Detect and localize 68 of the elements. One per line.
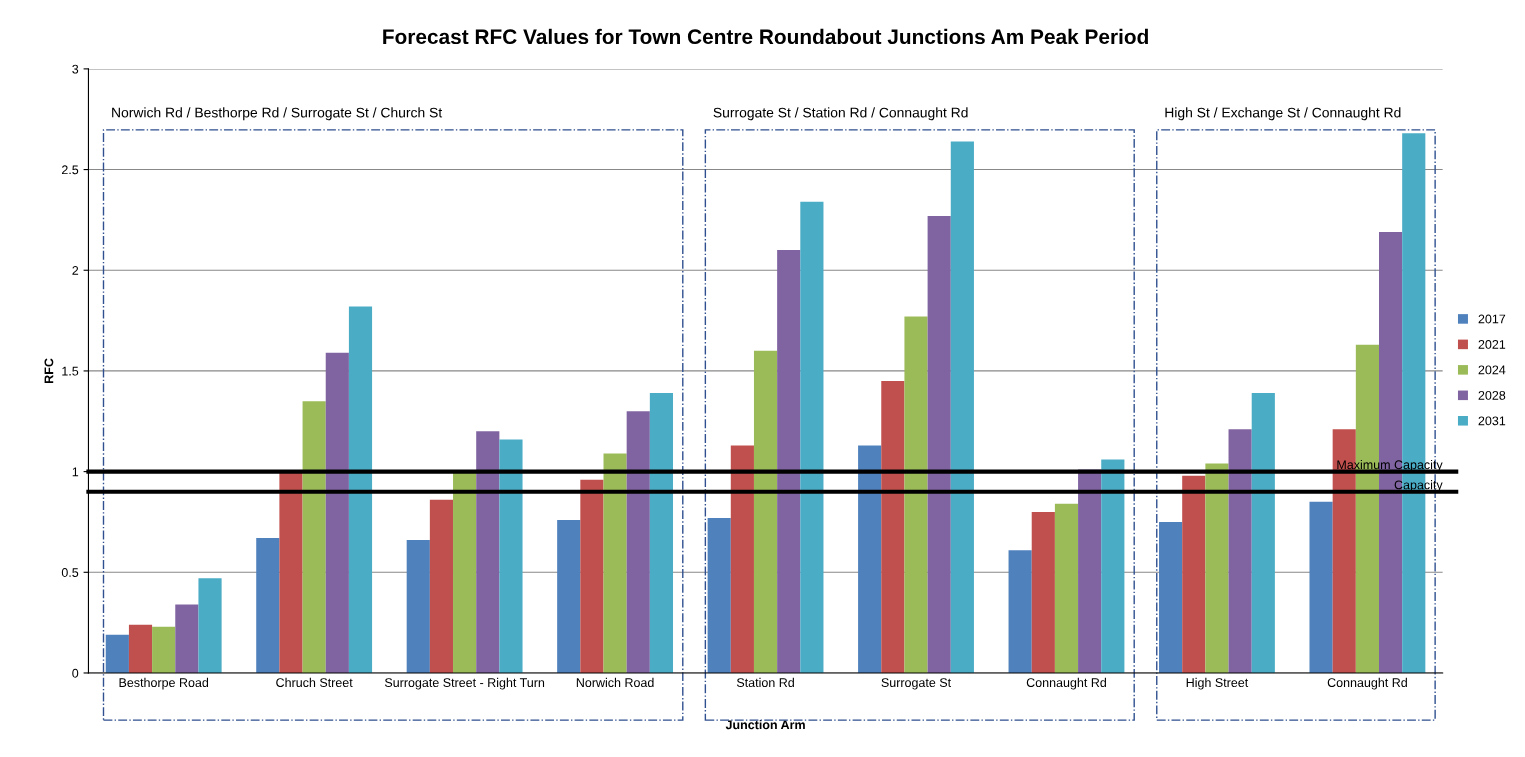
chart-title: Forecast RFC Values for Town Centre Roundabout Junctions Am Peak Period bbox=[383, 28, 1148, 45]
bar bbox=[904, 316, 928, 673]
x-tick-label: Besthorpe Road bbox=[119, 677, 209, 690]
bar bbox=[348, 306, 373, 673]
bar bbox=[499, 439, 523, 673]
bar bbox=[1101, 459, 1125, 673]
bar bbox=[1205, 463, 1229, 673]
bar bbox=[198, 578, 222, 673]
bar bbox=[1031, 511, 1055, 673]
bar bbox=[1182, 475, 1206, 673]
bar bbox=[105, 634, 129, 673]
x-tick-label: High Street bbox=[1186, 677, 1249, 690]
annotation: High St / Exchange St / Connaught Rd bbox=[1165, 107, 1401, 121]
bar bbox=[1228, 429, 1252, 673]
x-tick-label: Station Rd bbox=[736, 677, 794, 688]
x-tick-label: Surrogate St bbox=[881, 678, 952, 690]
legend-label: 2017 bbox=[1478, 314, 1506, 324]
bar bbox=[626, 411, 650, 673]
bar bbox=[950, 141, 974, 673]
bar bbox=[730, 445, 754, 673]
legend-label: 2028 bbox=[1478, 390, 1506, 400]
bar bbox=[858, 445, 882, 673]
x-tick-label: Chruch Street bbox=[276, 677, 353, 688]
bar bbox=[580, 479, 604, 673]
bar bbox=[453, 471, 477, 673]
x-tick-label: Connaught Rd bbox=[1026, 677, 1106, 690]
annotation: Surrogate St / Station Rd / Connaught Rd bbox=[713, 107, 968, 121]
bar bbox=[152, 626, 176, 673]
y-tick-label: 2.5 bbox=[61, 165, 79, 175]
legend-label: 2031 bbox=[1478, 416, 1506, 426]
bar bbox=[927, 215, 951, 673]
x-tick-label: Surrogate Street - Right Turn bbox=[384, 677, 545, 690]
bar bbox=[1309, 501, 1333, 673]
legend-label: 2021 bbox=[1478, 340, 1506, 349]
bar bbox=[279, 471, 303, 673]
bar bbox=[128, 624, 153, 673]
bar bbox=[800, 201, 824, 673]
bar bbox=[753, 350, 778, 673]
x-tick-label: Norwich Road bbox=[576, 677, 654, 688]
bar bbox=[406, 540, 430, 673]
bar bbox=[1008, 550, 1032, 673]
bar bbox=[649, 393, 674, 673]
y-tick-label: 0 bbox=[72, 668, 79, 678]
bar bbox=[1251, 393, 1275, 673]
bar bbox=[557, 519, 581, 673]
y-tick-label: 1.5 bbox=[62, 366, 79, 376]
bar bbox=[256, 538, 280, 673]
bar bbox=[429, 499, 454, 673]
y-tick-label: 3 bbox=[72, 64, 79, 74]
bar bbox=[476, 431, 500, 673]
bar bbox=[777, 250, 801, 673]
ref-line-label: Capacity bbox=[1394, 480, 1443, 492]
bar bbox=[881, 381, 905, 673]
legend-label: 2024 bbox=[1478, 365, 1506, 375]
bar bbox=[707, 517, 731, 673]
bar bbox=[1054, 503, 1079, 673]
bar bbox=[1159, 521, 1183, 673]
y-axis-title: RFC bbox=[44, 358, 54, 383]
y-tick-label: 0.5 bbox=[61, 568, 79, 577]
y-tick-label: 1 bbox=[72, 467, 79, 477]
bar bbox=[175, 604, 199, 673]
x-tick-label: Connaught Rd bbox=[1327, 677, 1407, 690]
bar bbox=[603, 453, 627, 673]
y-tick-label: 2 bbox=[72, 266, 79, 275]
bar bbox=[325, 352, 349, 673]
bar bbox=[302, 401, 326, 673]
x-axis-title: Junction Arm bbox=[725, 720, 805, 730]
annotation: Norwich Rd / Besthorpe Rd / Surrogate St / Church St bbox=[112, 107, 443, 121]
